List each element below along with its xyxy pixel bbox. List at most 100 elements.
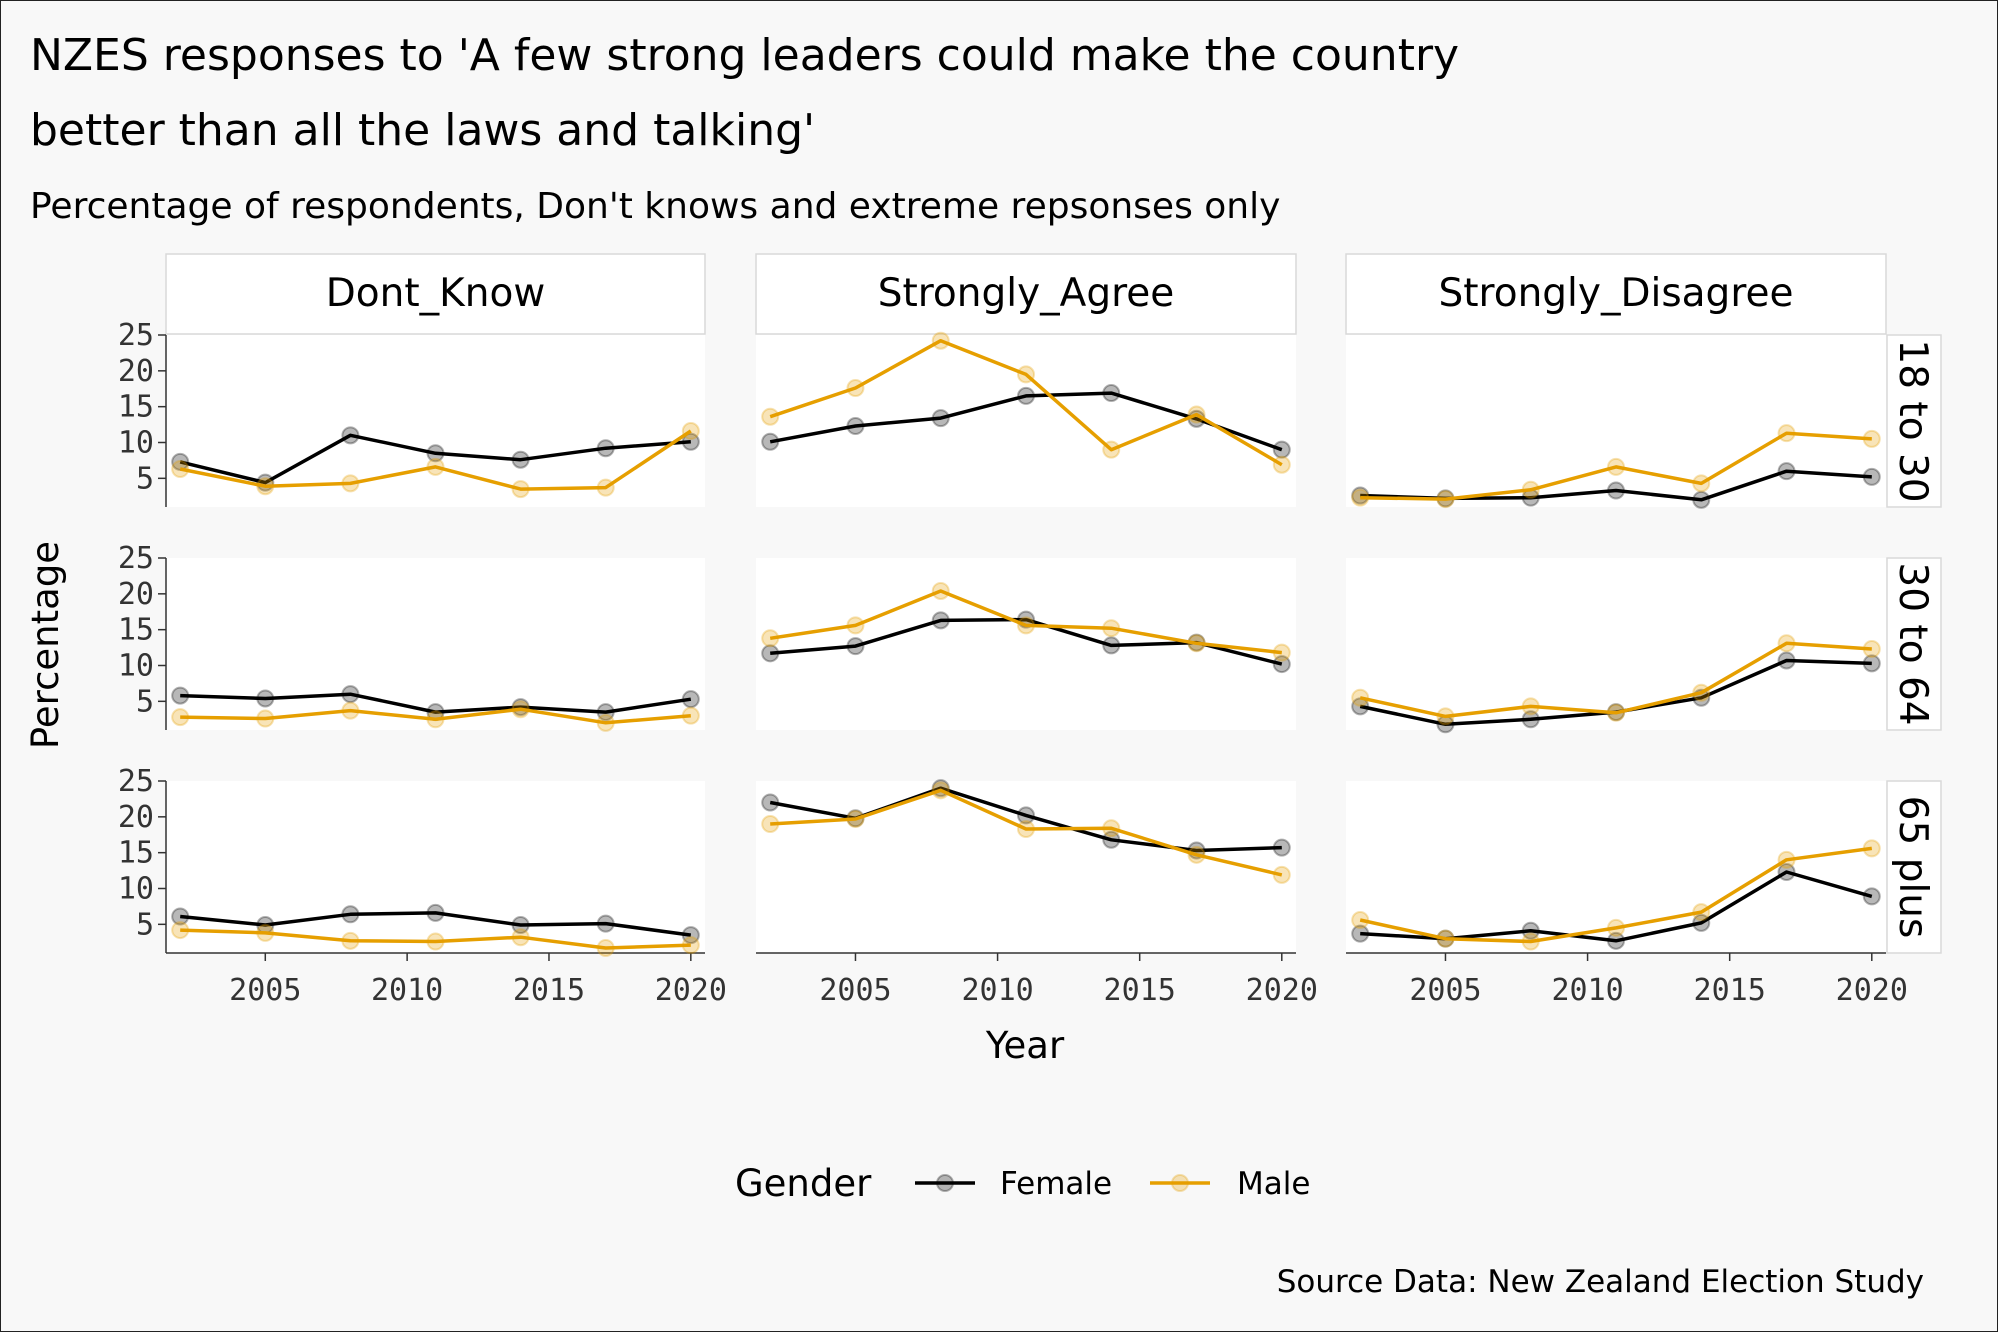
data-point-male [1187,634,1206,653]
y-tick-label: 20 [118,577,154,612]
data-point-female [1862,654,1881,673]
data-point-female [341,426,360,445]
facet-strip-row [1886,557,1942,731]
x-tick-label: 2015 [1694,973,1766,1008]
data-point-male [511,700,530,719]
data-point-female [1607,481,1625,500]
data-point-male [426,932,445,951]
data-point-male [1102,819,1121,838]
data-point-male [1692,903,1711,922]
data-point-male [1607,703,1625,722]
data-point-male [341,474,360,493]
data-point-female [1521,710,1540,729]
data-point-female [1351,924,1370,943]
y-tick-label: 15 [118,836,154,871]
data-point-male [1521,480,1540,499]
data-point-female [761,432,780,451]
data-point-male [1436,929,1455,948]
series-line-male [769,338,1283,467]
data-point-male [1607,918,1625,937]
data-point-male [1862,640,1881,659]
facet-label-column: Strongly_Disagree [1439,271,1794,316]
data-point-male [1351,488,1370,507]
series-line-male [1359,641,1872,719]
legend-label: Male [1237,1166,1310,1202]
data-point-female [596,439,615,458]
data-point-female [511,450,530,469]
data-point-male [1521,697,1540,716]
x-tick-label: 2005 [229,973,301,1008]
data-point-male [1102,619,1121,638]
data-point-male [761,815,780,833]
x-tick-label: 2020 [1246,973,1318,1008]
panel-background [1346,335,1886,507]
data-point-male [931,581,950,600]
facet-panel [1346,335,1886,509]
facet-strip-column [1345,253,1887,335]
data-point-female [681,690,700,709]
data-point-female [931,409,950,428]
legend-key-point [1171,1174,1189,1192]
y-tick-label: 5 [136,461,154,496]
data-point-female [846,637,865,656]
data-point-male [256,477,275,496]
data-point-male [1017,820,1035,839]
data-point-male [171,708,190,727]
facet-panel [1346,558,1886,734]
data-point-male [681,936,700,955]
legend-title: Gender [735,1162,872,1205]
data-point-female [761,793,780,812]
data-point-male [596,713,615,732]
chart-title-line-1: NZES responses to 'A few strong leaders … [30,30,1459,81]
data-point-female [1102,636,1121,655]
x-tick-label: 2010 [1551,973,1623,1008]
data-point-female [846,417,865,436]
y-tick-label: 20 [118,800,154,835]
x-tick-label: 2010 [371,973,443,1008]
data-point-male [596,478,615,497]
data-point-female [1102,384,1121,403]
series-line-male [770,788,1283,877]
data-point-male [1351,688,1370,707]
data-point-male [1862,429,1881,448]
data-point-female [511,916,530,935]
data-point-male [931,331,950,350]
data-point-male [1436,707,1455,726]
data-point-male [426,710,445,729]
facet-panel [756,558,1296,730]
facet-label-row: 65 plus [1890,796,1935,939]
data-point-female [1521,921,1540,940]
facet-label-row: 18 to 30 [1890,339,1935,502]
data-point-male [256,923,275,942]
data-point-male [511,928,530,947]
data-point-female [931,611,950,630]
data-point-female [1272,838,1291,857]
data-point-male [931,781,950,800]
data-point-male [1272,865,1291,884]
x-tick-label: 2015 [513,973,585,1008]
y-tick-label: 25 [118,318,154,353]
facet-strip-column [165,253,706,335]
data-point-female [596,914,615,933]
facet-strip-column [755,253,1297,335]
panel-background [1346,781,1886,953]
y-tick-label: 10 [118,872,154,907]
facet-panel [756,331,1296,507]
series-line-female [180,692,692,714]
data-point-male [171,921,190,940]
data-point-female [1272,440,1291,459]
facet-label-column: Strongly_Agree [878,271,1175,316]
data-point-male [1692,474,1711,493]
y-tick-label: 5 [136,907,154,942]
facet-label-row: 30 to 64 [1890,562,1935,725]
x-tick-label: 2010 [961,973,1033,1008]
data-point-female [426,444,445,463]
y-tick-label: 10 [118,649,154,684]
series-line-male [1360,431,1872,501]
facet-strip-row [1886,780,1942,954]
data-point-female [1777,462,1796,481]
series-line-male [769,589,1282,655]
